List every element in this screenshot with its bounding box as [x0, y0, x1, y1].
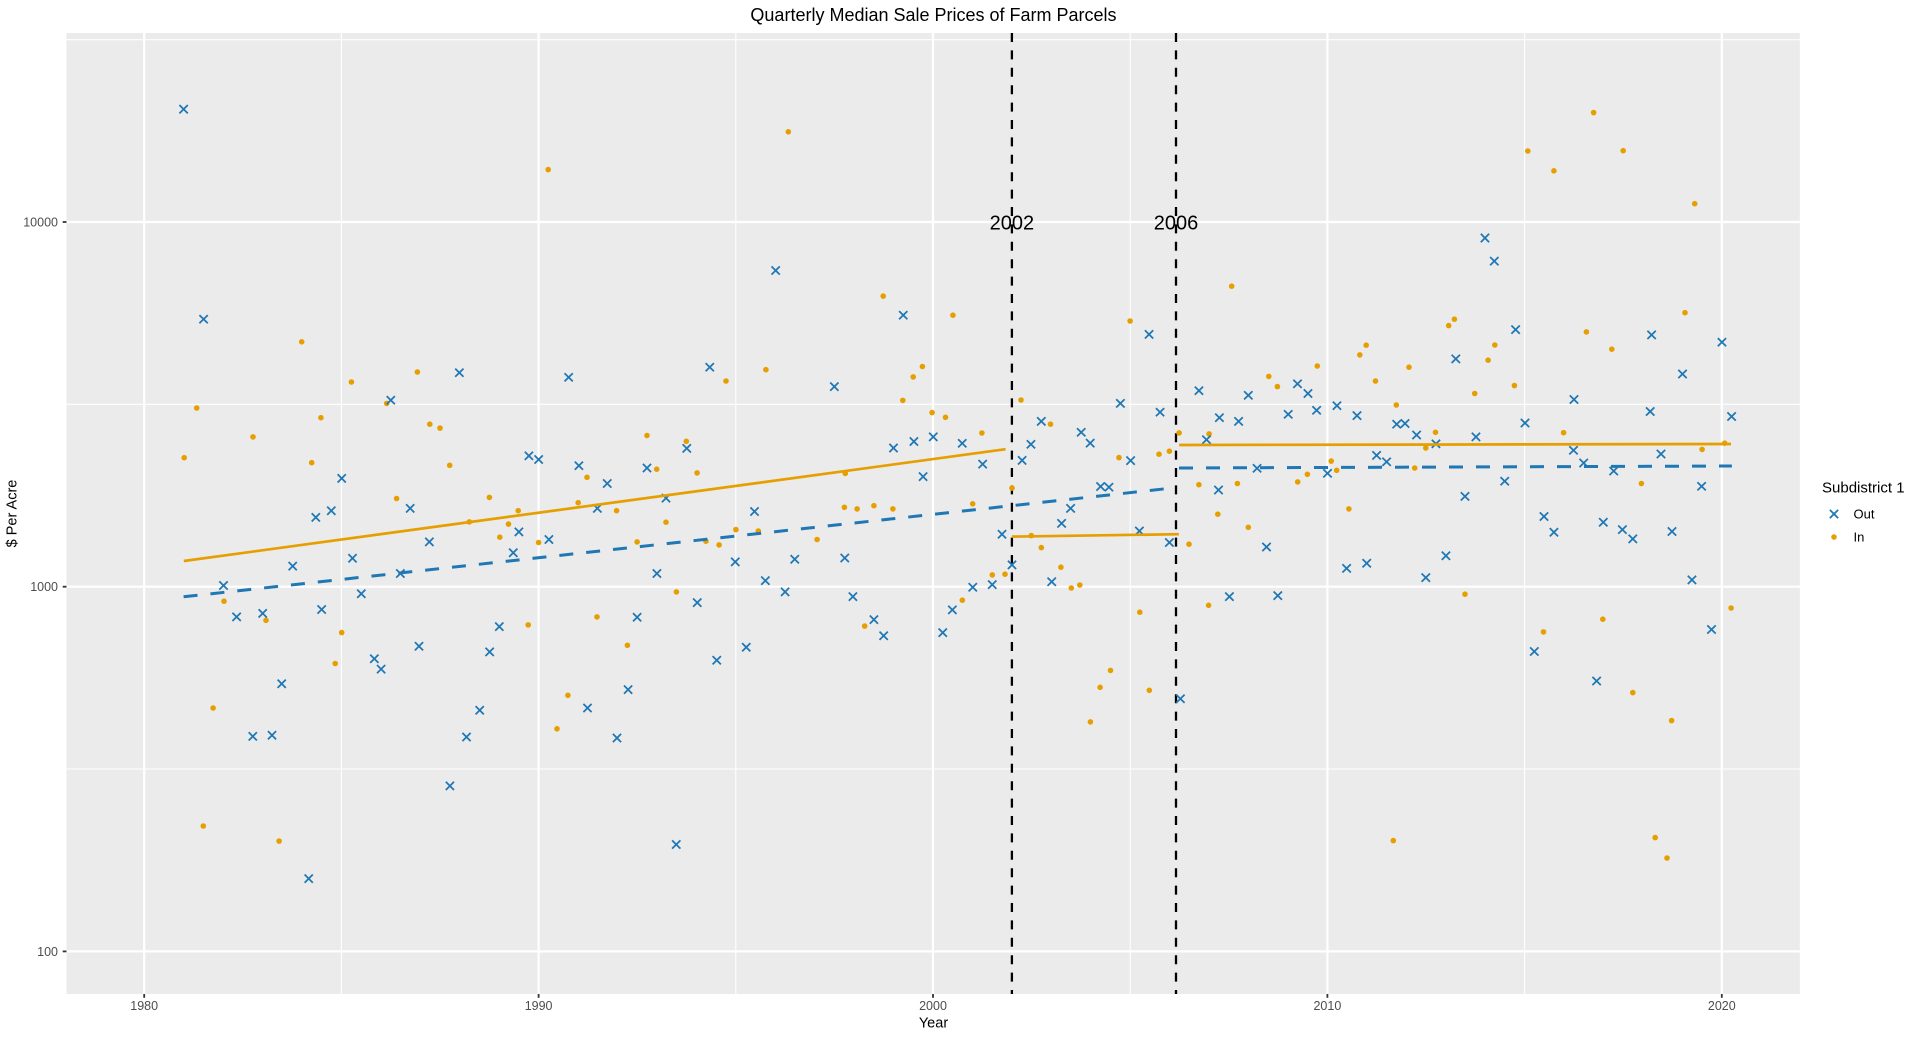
- svg-text:2002: 2002: [990, 213, 1035, 235]
- svg-text:In: In: [1854, 530, 1865, 545]
- svg-text:1980: 1980: [130, 999, 158, 1013]
- svg-text:Year: Year: [919, 1016, 948, 1032]
- svg-text:Quarterly Median Sale Prices o: Quarterly Median Sale Prices of Farm Par…: [750, 5, 1116, 25]
- svg-text:2000: 2000: [919, 999, 947, 1013]
- svg-text:Out: Out: [1854, 507, 1875, 522]
- svg-text:10000: 10000: [23, 216, 58, 230]
- svg-text:$ Per Acre: $ Per Acre: [5, 480, 21, 548]
- svg-text:1000: 1000: [30, 580, 58, 594]
- svg-text:2006: 2006: [1154, 213, 1199, 235]
- svg-text:2020: 2020: [1708, 999, 1736, 1013]
- svg-text:100: 100: [37, 945, 58, 959]
- svg-text:2010: 2010: [1313, 999, 1341, 1013]
- svg-text:1990: 1990: [525, 999, 553, 1013]
- svg-text:Subdistrict 1: Subdistrict 1: [1822, 480, 1905, 497]
